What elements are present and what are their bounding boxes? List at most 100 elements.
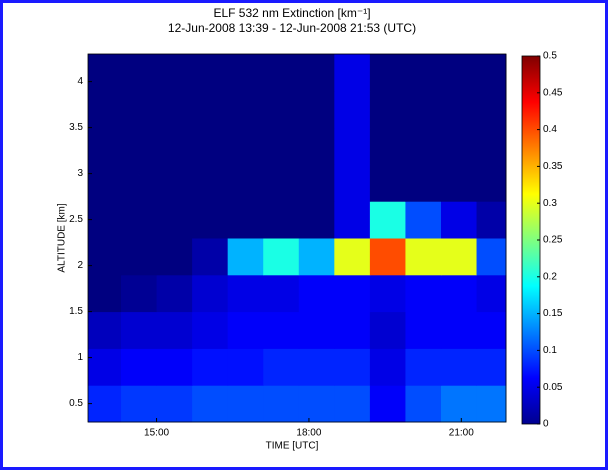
heatmap-cell bbox=[227, 385, 264, 423]
heatmap-cell bbox=[440, 311, 478, 349]
heatmap-cell bbox=[476, 90, 507, 129]
heatmap-cell bbox=[263, 201, 300, 239]
heatmap-cell bbox=[192, 90, 229, 129]
heatmap-cell bbox=[440, 238, 478, 276]
heatmap-cell bbox=[121, 311, 158, 349]
heatmap-cell bbox=[334, 127, 371, 165]
heatmap-cell bbox=[405, 238, 442, 276]
heatmap-cell bbox=[334, 164, 371, 202]
heatmap-cell bbox=[88, 164, 122, 202]
heatmap-cell bbox=[263, 127, 300, 165]
heatmap-cell bbox=[476, 201, 507, 239]
heatmap-cell bbox=[156, 90, 193, 129]
heatmap-cell bbox=[369, 201, 406, 239]
heatmap-cell bbox=[121, 90, 158, 129]
heatmap-cell bbox=[405, 54, 442, 92]
heatmap-cell bbox=[192, 127, 229, 165]
colorbar-tick-label: 0.5 bbox=[543, 51, 557, 62]
heatmap-cell bbox=[263, 348, 300, 386]
heatmap-cell bbox=[476, 274, 507, 313]
heatmap-cell bbox=[121, 274, 158, 313]
heatmap-cell bbox=[227, 238, 264, 276]
heatmap-cell bbox=[156, 201, 193, 239]
heatmap-cell bbox=[298, 348, 335, 386]
heatmap-cell bbox=[334, 90, 371, 129]
heatmap-cell bbox=[227, 127, 264, 165]
y-tick-label: 3 bbox=[77, 168, 83, 179]
y-tick-label: 4 bbox=[77, 76, 83, 87]
colorbar-tick-label: 0.15 bbox=[543, 308, 563, 319]
heatmap-cell bbox=[369, 274, 406, 313]
heatmap-cell bbox=[369, 311, 406, 349]
heatmap-cell bbox=[440, 54, 478, 92]
heatmap-cell bbox=[227, 201, 264, 239]
heatmap-cell bbox=[405, 201, 442, 239]
heatmap-cell bbox=[263, 54, 300, 92]
heatmap bbox=[88, 54, 507, 423]
heatmap-cell bbox=[192, 311, 229, 349]
heatmap-cell bbox=[334, 238, 371, 276]
heatmap-cell bbox=[440, 385, 478, 423]
heatmap-cell bbox=[369, 127, 406, 165]
colorbar-tick-label: 0.35 bbox=[543, 161, 563, 172]
heatmap-cell bbox=[88, 90, 122, 129]
heatmap-cell bbox=[156, 274, 193, 313]
heatmap-cell bbox=[121, 164, 158, 202]
colorbar-tick-label: 0.3 bbox=[543, 198, 557, 209]
heatmap-cell bbox=[405, 311, 442, 349]
y-tick-label: 2.5 bbox=[69, 214, 83, 225]
heatmap-cell bbox=[156, 54, 193, 92]
heatmap-cell bbox=[227, 311, 264, 349]
heatmap-cell bbox=[192, 238, 229, 276]
heatmap-cell bbox=[298, 201, 335, 239]
y-tick-label: 0.5 bbox=[69, 398, 83, 409]
heatmap-cell bbox=[369, 348, 406, 386]
heatmap-cell bbox=[369, 90, 406, 129]
heatmap-cell bbox=[298, 274, 335, 313]
colorbar-tick-label: 0.2 bbox=[543, 271, 557, 282]
heatmap-cell bbox=[121, 127, 158, 165]
heatmap-cell bbox=[227, 348, 264, 386]
colorbar-tick-label: 0.1 bbox=[543, 345, 557, 356]
heatmap-cell bbox=[88, 385, 122, 423]
heatmap-cell bbox=[476, 238, 507, 276]
heatmap-cell bbox=[88, 348, 122, 386]
heatmap-cell bbox=[263, 385, 300, 423]
heatmap-cell bbox=[192, 348, 229, 386]
heatmap-cell bbox=[405, 274, 442, 313]
y-axis-label: ALTITUDE [km] bbox=[57, 203, 68, 272]
heatmap-cell bbox=[369, 54, 406, 92]
heatmap-cell bbox=[121, 54, 158, 92]
x-axis-label: TIME [UTC] bbox=[266, 441, 319, 452]
heatmap-cell bbox=[88, 54, 122, 92]
x-tick-label: 21:00 bbox=[449, 428, 474, 439]
heatmap-cell bbox=[156, 311, 193, 349]
heatmap-cell bbox=[298, 164, 335, 202]
heatmap-cell bbox=[298, 238, 335, 276]
heatmap-cell bbox=[405, 90, 442, 129]
colorbar-tick-label: 0.45 bbox=[543, 87, 563, 98]
heatmap-cell bbox=[192, 385, 229, 423]
heatmap-cell bbox=[263, 164, 300, 202]
heatmap-cell bbox=[156, 385, 193, 423]
heatmap-cell bbox=[227, 164, 264, 202]
chart-subtitle: 12-Jun-2008 13:39 - 12-Jun-2008 21:53 (U… bbox=[168, 21, 416, 35]
heatmap-cell bbox=[263, 238, 300, 276]
heatmap-cell bbox=[334, 274, 371, 313]
y-tick-label: 2 bbox=[77, 260, 83, 271]
heatmap-cell bbox=[263, 274, 300, 313]
x-tick-label: 15:00 bbox=[144, 428, 169, 439]
heatmap-cell bbox=[121, 385, 158, 423]
heatmap-cell bbox=[334, 385, 371, 423]
heatmap-cell bbox=[334, 201, 371, 239]
heatmap-cell bbox=[298, 54, 335, 92]
heatmap-cell bbox=[440, 127, 478, 165]
heatmap-cell bbox=[227, 54, 264, 92]
heatmap-cell bbox=[263, 90, 300, 129]
heatmap-cell bbox=[192, 164, 229, 202]
heatmap-cell bbox=[298, 385, 335, 423]
heatmap-cell bbox=[227, 90, 264, 129]
heatmap-cell bbox=[476, 127, 507, 165]
heatmap-cell bbox=[334, 54, 371, 92]
